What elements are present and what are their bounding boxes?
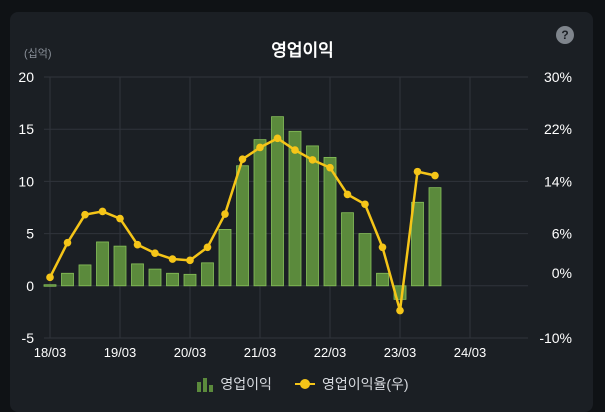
margin-point	[221, 210, 229, 218]
bar	[271, 116, 284, 287]
margin-point	[326, 163, 334, 172]
margin-point	[168, 255, 177, 263]
legend: 영업이익 영업이익율(우)	[0, 374, 605, 394]
margin-point	[151, 249, 159, 257]
margin-point	[343, 190, 352, 199]
line-marker-icon	[294, 379, 315, 389]
margin-point	[396, 306, 404, 315]
margin-point	[413, 167, 422, 176]
bar	[131, 263, 144, 287]
margin-point	[361, 200, 369, 209]
help-icon[interactable]: ?	[556, 26, 574, 44]
bar	[43, 284, 57, 287]
bar	[61, 272, 74, 287]
bar	[376, 272, 389, 287]
margin-point	[133, 240, 142, 249]
left-tick-label: -5	[22, 330, 35, 346]
bar	[341, 212, 354, 287]
x-tick-label: 24/03	[454, 345, 487, 360]
margin-point	[186, 256, 194, 265]
chart-title: 영업이익	[271, 41, 334, 60]
margin-point	[63, 238, 72, 247]
margin-point	[81, 210, 89, 219]
x-tick-label: 21/03	[244, 345, 277, 360]
bar	[236, 165, 249, 287]
bar	[96, 241, 109, 287]
right-tick-label: -10%	[539, 330, 572, 346]
margin-point	[308, 156, 317, 164]
legend-bar-label: 영업이익	[220, 376, 272, 392]
x-tick-label: 19/03	[104, 345, 137, 360]
x-tick-label: 18/03	[34, 345, 67, 360]
left-axis-unit: (십억)	[24, 48, 52, 60]
bar	[253, 139, 267, 287]
bar	[218, 229, 232, 287]
right-tick-label: 30%	[544, 69, 572, 85]
left-tick-label: 0	[26, 278, 34, 294]
left-tick-label: 5	[26, 226, 34, 242]
bar	[166, 272, 179, 287]
legend-item-bar[interactable]: 영업이익	[196, 374, 272, 394]
bar	[183, 273, 197, 287]
legend-item-line[interactable]: 영업이익율(우)	[294, 374, 409, 394]
x-tick-label: 20/03	[174, 345, 207, 360]
bar	[306, 145, 319, 287]
bar-chart-icon	[197, 378, 214, 392]
margin-point	[431, 171, 439, 180]
margin-point	[378, 243, 387, 252]
margin-point	[273, 134, 282, 143]
right-tick-label: 6%	[552, 226, 572, 242]
margin-point	[203, 243, 212, 252]
legend-line-label: 영업이익율(우)	[321, 376, 409, 392]
margin-point	[116, 214, 124, 223]
bar	[78, 264, 92, 287]
bar	[113, 245, 127, 287]
right-tick-label: 14%	[544, 173, 572, 189]
margin-point	[256, 143, 264, 152]
margin-point	[238, 155, 247, 164]
bar	[323, 156, 337, 287]
margin-point	[98, 207, 107, 216]
right-tick-label: 22%	[544, 121, 572, 137]
left-tick-label: 10	[18, 173, 34, 189]
right-tick-label: 0%	[552, 265, 572, 281]
margin-point	[46, 273, 54, 282]
left-tick-label: 15	[18, 121, 34, 137]
bar	[411, 201, 424, 287]
left-tick-label: 20	[18, 69, 34, 85]
bar	[358, 233, 372, 287]
bar	[148, 268, 162, 287]
bar	[201, 262, 214, 287]
x-tick-label: 23/03	[384, 345, 417, 360]
bar	[428, 187, 442, 287]
bar	[288, 130, 302, 287]
x-tick-label: 22/03	[314, 345, 347, 360]
margin-point	[291, 146, 299, 154]
